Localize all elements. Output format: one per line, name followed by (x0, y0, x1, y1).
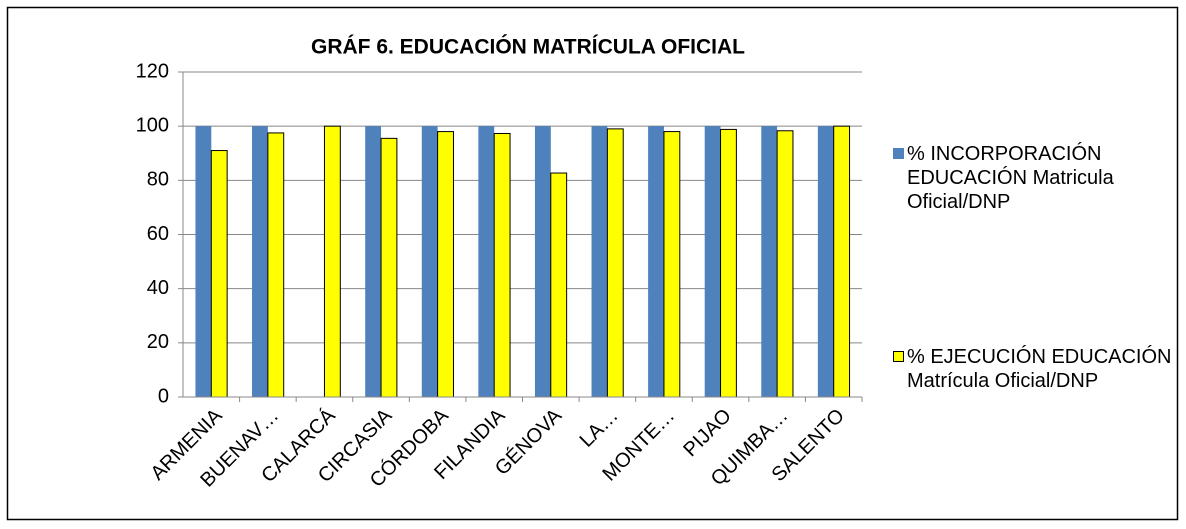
bar (704, 126, 721, 398)
bar (478, 126, 495, 398)
bar (550, 172, 568, 398)
bar (252, 126, 268, 398)
legend-swatch (893, 148, 904, 159)
legend-item: % INCORPORACIÓN EDUCACIÓN Matricula Ofic… (893, 142, 1177, 214)
bar (365, 126, 382, 398)
bar (761, 126, 778, 398)
y-tick-label: 80 (147, 169, 169, 191)
bar (267, 132, 285, 398)
legend-item: % EJECUCIÓN EDUCACIÓN Matrícula Oficial/… (893, 345, 1177, 393)
y-tick-label: 40 (147, 277, 169, 299)
y-tick-label: 0 (158, 385, 169, 407)
bar (776, 130, 794, 398)
y-tick-label: 120 (136, 60, 169, 82)
y-tick-label: 20 (147, 331, 169, 353)
bar (817, 126, 834, 398)
bar (493, 132, 511, 398)
bar (720, 128, 737, 398)
bar (663, 131, 681, 398)
legend-label: % INCORPORACIÓN EDUCACIÓN Matricula Ofic… (907, 143, 1114, 213)
bar (323, 125, 341, 398)
bar (421, 126, 438, 398)
chart-title: GRÁF 6. EDUCACIÓN MATRÍCULA OFICIAL (311, 35, 745, 59)
bar (437, 131, 454, 398)
bar (210, 150, 228, 398)
bar (591, 126, 608, 398)
legend-label: % EJECUCIÓN EDUCACIÓN Matrícula Oficial/… (907, 346, 1172, 392)
bar (195, 126, 212, 398)
bar (534, 126, 551, 398)
y-tick-label: 60 (147, 223, 169, 245)
bar (606, 128, 624, 398)
y-tick-label: 100 (136, 114, 169, 136)
bar (380, 137, 398, 398)
bar (648, 126, 664, 398)
legend-swatch (893, 351, 904, 362)
bar (833, 125, 851, 398)
